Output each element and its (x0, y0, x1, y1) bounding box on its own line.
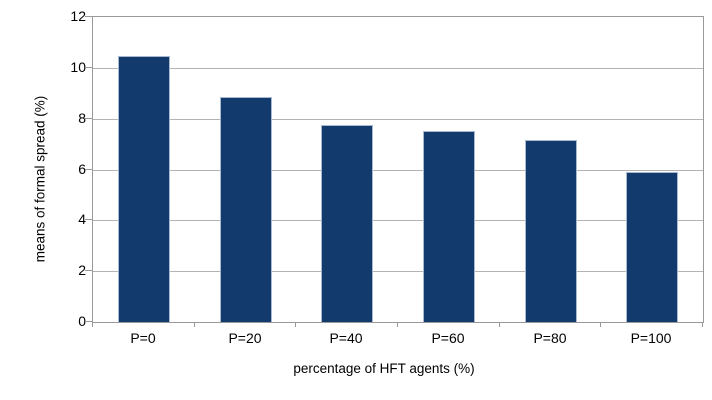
y-tick-mark (85, 118, 92, 119)
y-tick-mark (85, 16, 92, 17)
bar-P=80 (525, 140, 577, 322)
x-tick-mark (499, 322, 500, 327)
x-tick-mark (295, 322, 296, 327)
y-tick-mark (85, 67, 92, 68)
bar-P=60 (423, 131, 475, 322)
y-tick-label-6: 6 (78, 161, 86, 177)
y-tick-label-0: 0 (78, 313, 86, 329)
x-axis-tick-labels: P=0 P=20 P=40 P=60 P=80 P=100 (92, 331, 702, 347)
x-tick-label-P=40: P=40 (329, 330, 363, 346)
x-tick-mark (194, 322, 195, 327)
plot-area (92, 16, 704, 323)
x-axis-title: percentage of HFT agents (%) (293, 361, 475, 376)
x-tick-mark (92, 322, 93, 327)
x-tick-label-P=0: P=0 (130, 330, 156, 346)
gridline-y-4 (93, 220, 703, 221)
x-tick-label-P=100: P=100 (630, 330, 672, 346)
gridline-y-2 (93, 271, 703, 272)
x-tick-mark (702, 322, 703, 327)
x-tick-mark (600, 322, 601, 327)
y-tick-label-4: 4 (78, 211, 86, 227)
y-tick-mark (85, 321, 92, 322)
bar-P=100 (626, 172, 678, 322)
bar-P=40 (321, 125, 373, 322)
y-axis-tick-labels: 0 2 4 6 8 10 12 (0, 9, 86, 328)
y-tick-mark (85, 169, 92, 170)
x-tick-label-P=60: P=60 (431, 330, 465, 346)
bar-P=20 (220, 97, 272, 322)
x-tick-mark (397, 322, 398, 327)
y-tick-label-12: 12 (70, 8, 86, 24)
gridline-y-8 (93, 119, 703, 120)
y-tick-label-8: 8 (78, 110, 86, 126)
y-tick-mark (85, 219, 92, 220)
x-tick-label-P=80: P=80 (533, 330, 567, 346)
gridline-y-10 (93, 68, 703, 69)
gridline-y-6 (93, 170, 703, 171)
x-tick-label-P=20: P=20 (228, 330, 262, 346)
y-tick-label-2: 2 (78, 262, 86, 278)
bar-P=0 (118, 56, 170, 322)
y-tick-label-10: 10 (70, 59, 86, 75)
y-tick-mark (85, 270, 92, 271)
